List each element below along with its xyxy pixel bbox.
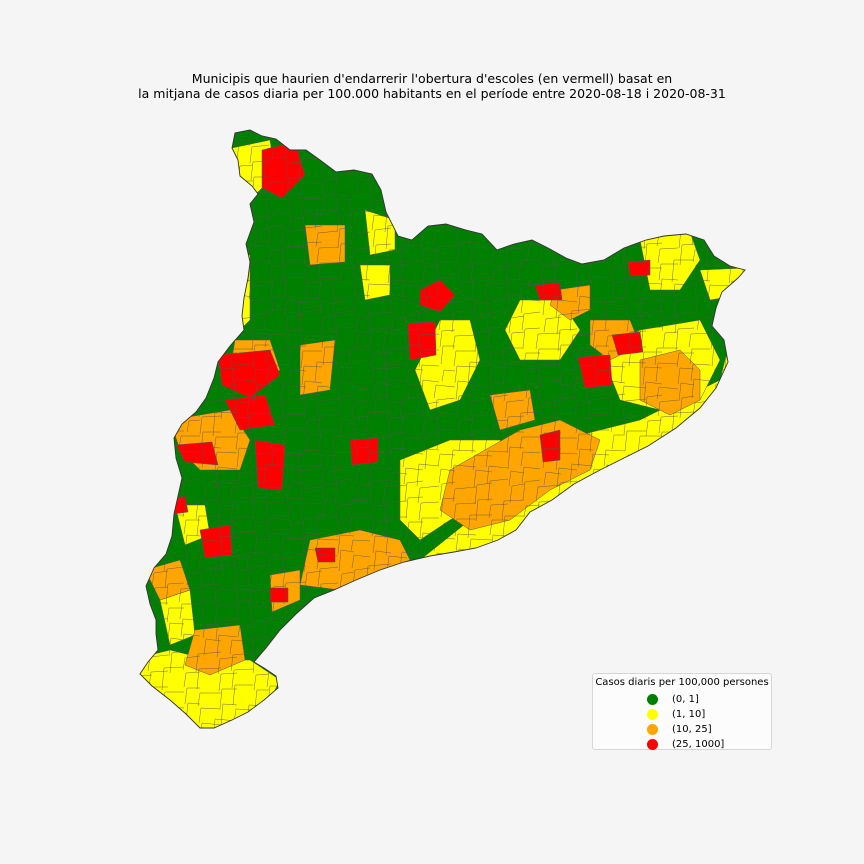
legend-label: (1, 10] [672,708,706,720]
legend-label: (10, 25] [672,723,712,735]
legend-dot-green [647,693,658,705]
legend-item-10-25: (10, 25] [647,722,712,736]
region-red [539,429,561,463]
region-red [627,259,651,277]
legend-title: Casos diaris per 100,000 persones [595,677,769,688]
map-title-line-2: la mitjana de casos diaria per 100.000 h… [138,86,726,101]
region-red [407,321,437,361]
legend-label: (25, 1000] [672,738,725,750]
region-red [199,524,233,559]
region-yellow [359,264,391,301]
map-title: Municipis que haurien d'endarrerir l'obe… [0,71,864,101]
region-orange [304,224,346,266]
map-legend: Casos diaris per 100,000 persones (0, 1]… [592,673,772,750]
region-orange [639,349,701,416]
legend-label: (0, 1] [672,693,699,705]
region-red [577,354,613,389]
legend-item-1-10: (1, 10] [647,707,705,721]
region-red [254,439,286,491]
map-title-line-1: Municipis que haurien d'endarrerir l'obe… [191,71,673,86]
legend-item-25-1000: (25, 1000] [647,737,724,751]
legend-dot-red [647,738,658,750]
region-red [224,394,276,431]
region-red [534,282,563,301]
region-yellow [364,209,396,256]
legend-item-0-1: (0, 1] [647,692,699,706]
region-red [314,547,336,563]
region-yellow [140,254,251,341]
region-orange [299,529,411,591]
region-red [269,587,289,603]
region-red [349,437,379,466]
region-red [611,331,644,356]
legend-dot-yellow [647,708,658,720]
region-red [217,349,281,399]
region-orange [144,559,191,601]
region-orange [184,624,246,676]
region-red [175,441,219,466]
legend-dot-orange [647,723,658,735]
